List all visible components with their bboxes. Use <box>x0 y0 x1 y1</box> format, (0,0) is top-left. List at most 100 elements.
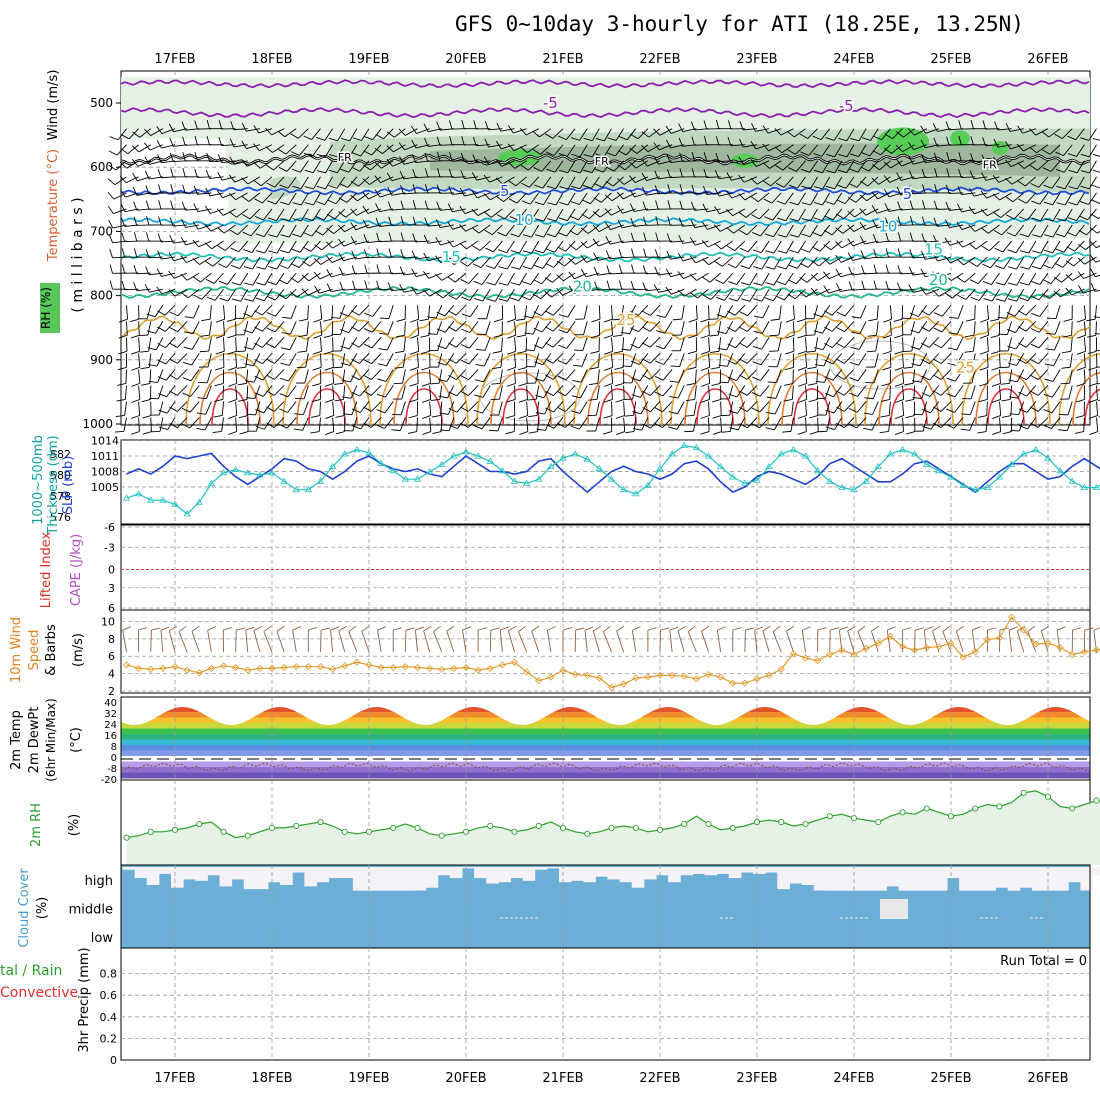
wind-speed-marker <box>438 665 446 673</box>
wind-barb <box>929 385 940 397</box>
wind-barb <box>744 192 758 201</box>
wind-barb-flag <box>229 156 235 165</box>
wind-barb <box>1018 401 1025 415</box>
wind-barb-flag <box>992 399 1001 403</box>
wind-barb <box>646 160 661 167</box>
wind-barb <box>889 337 892 352</box>
wind-barb-flag <box>751 214 760 220</box>
wind-barb-flag <box>363 328 373 333</box>
wind-barb <box>1015 337 1025 350</box>
wind-barb-flag <box>617 219 623 229</box>
wind-barb-flag <box>376 409 386 414</box>
wind-barb-flag <box>508 125 514 134</box>
wind-barb-flag <box>253 180 262 187</box>
wind-barb <box>467 417 479 428</box>
wind-barb-flag <box>363 150 372 156</box>
wind-barb <box>746 385 758 396</box>
wind-barb <box>499 385 503 400</box>
wind-barb <box>632 385 637 400</box>
wind-barb <box>785 224 794 238</box>
wind-barb-flag <box>999 366 1009 369</box>
wind-barb-flag <box>1005 141 1011 150</box>
wind-barb <box>519 240 528 254</box>
wind-barb-flag <box>545 391 554 397</box>
wind-barb-flag <box>604 222 611 230</box>
wind-barb <box>574 272 588 280</box>
wind-barb <box>921 401 928 415</box>
wind-barb <box>971 369 976 384</box>
wind-barb <box>682 240 697 244</box>
wind-barb-flag <box>168 123 174 132</box>
wind-barb-flag <box>350 180 359 187</box>
wind-barb-flag <box>604 208 612 216</box>
wind-barb <box>919 353 928 366</box>
wind-barb-flag <box>304 169 314 174</box>
wind-barb <box>865 208 879 216</box>
wind-barb-flag <box>642 358 651 364</box>
wind-barb-flag <box>423 252 429 262</box>
wind-barb <box>428 321 431 336</box>
wind-barb <box>1037 417 1049 428</box>
wind-barb <box>429 369 431 384</box>
sfc-wind-barb <box>942 631 952 653</box>
temp-color-band <box>121 707 1090 713</box>
wind-barb <box>273 160 285 171</box>
wind-barb <box>554 160 564 173</box>
wind-barb-flag <box>882 350 892 355</box>
rh-marker <box>462 828 470 835</box>
wind-barb-flag <box>1075 415 1085 419</box>
thickness-marker <box>219 469 228 476</box>
wind-barb <box>526 401 529 416</box>
wind-barb <box>190 385 200 397</box>
wind-barb <box>1003 256 1012 269</box>
wind-barb-flag <box>873 248 877 258</box>
warm-contour <box>696 388 734 426</box>
wind-barb <box>823 353 831 367</box>
date-label-bottom: 23FEB <box>736 1071 777 1086</box>
wind-barb-flag <box>893 318 903 322</box>
wind-barb-flag <box>546 248 555 253</box>
wind-barb-flag <box>138 334 148 336</box>
wind-barb-flag <box>835 213 845 220</box>
wind-barb <box>467 256 479 267</box>
wind-barb-flag <box>894 334 903 339</box>
wind-barb-flag <box>1089 415 1098 419</box>
wind-barb-flag <box>558 152 568 157</box>
wind-barb-flag <box>522 217 532 222</box>
wind-barb-flag <box>777 265 787 270</box>
wind-barb-flag <box>1091 199 1100 204</box>
wind-barb <box>745 208 758 218</box>
wind-barb <box>1052 224 1061 238</box>
wind-barb-flag <box>376 264 380 274</box>
wind-barb-flag <box>678 137 683 147</box>
wind-barb-flag <box>130 318 140 323</box>
wind-barb <box>531 240 540 254</box>
warm-contour <box>405 388 443 426</box>
wind-barb-flag <box>437 361 447 366</box>
wind-barb-flag <box>1032 234 1042 238</box>
wind-barb-flag <box>762 162 770 169</box>
wind-barb-flag <box>212 431 222 434</box>
wind-speed-marker <box>450 664 458 672</box>
wind-barb <box>402 369 406 384</box>
wind-barb-flag <box>266 295 276 301</box>
wind-barb <box>264 240 273 254</box>
wind-barb <box>990 256 1000 269</box>
wind-barb <box>986 353 989 368</box>
wind-barb-flag <box>473 120 477 130</box>
wind-barb <box>302 417 309 431</box>
wind-barb <box>506 256 515 270</box>
wind-barb <box>795 144 806 155</box>
wind-barb <box>726 337 734 351</box>
wind-barb-flag <box>796 318 806 323</box>
wind-barb-flag <box>437 168 441 177</box>
wind-barb <box>629 337 637 351</box>
wind-barb-flag <box>667 200 671 210</box>
wind-barb-flag <box>654 407 663 413</box>
wind-barb-flag <box>727 263 736 269</box>
wind-barb <box>236 208 249 218</box>
high-cloud-gap <box>777 867 790 890</box>
wind-barb-flag <box>932 271 939 279</box>
wind-barb-flag <box>677 271 684 279</box>
wind-barb <box>191 337 200 350</box>
